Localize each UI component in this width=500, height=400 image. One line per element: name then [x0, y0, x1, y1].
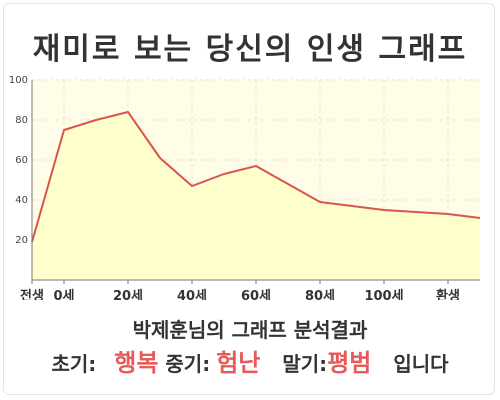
- mid-label: 중기:: [165, 352, 211, 376]
- x-tick-label: 40세: [177, 289, 207, 300]
- y-tick-label: 60: [15, 155, 28, 166]
- analysis-subtitle: 박제훈님의 그래프 분석결과: [132, 318, 368, 342]
- x-axis-ticks: 전생 0세 20세 40세 60세 80세 100세 환생: [20, 280, 460, 300]
- late-label: 말기:: [282, 352, 328, 376]
- series-line: [31, 111, 481, 243]
- early-value: 행복: [114, 349, 159, 377]
- x-tick-label: 80세: [305, 289, 335, 300]
- x-tick-label: 60세: [241, 289, 271, 300]
- late-value: 평범: [327, 349, 372, 377]
- x-tick-label: 0세: [53, 289, 74, 300]
- x-tick-label: 전생: [20, 288, 44, 300]
- mid-value: 험난: [216, 349, 261, 377]
- y-tick-label: 40: [15, 195, 28, 206]
- series-area: [32, 112, 480, 280]
- x-tick-label: 20세: [113, 289, 143, 300]
- early-label: 초기:: [51, 352, 97, 376]
- life-graph-chart: 20 40 60 80 100 전생 0세 20세 40세 60세 80세 100세 환생: [9, 75, 481, 300]
- y-tick-label: 20: [15, 235, 28, 246]
- x-tick-label: 환생: [436, 288, 460, 300]
- result-suffix: 입니다: [393, 352, 449, 376]
- analysis-result: 초기: 행복 중기: 험난 말기:평범 입니다: [0, 346, 500, 381]
- y-axis-ticks: 20 40 60 80 100: [9, 75, 28, 246]
- y-tick-label: 100: [9, 75, 28, 86]
- x-tick-label: 100세: [364, 289, 403, 300]
- y-tick-label: 80: [15, 115, 28, 126]
- chart-title: 재미로 보는 당신의 인생 그래프: [32, 32, 468, 67]
